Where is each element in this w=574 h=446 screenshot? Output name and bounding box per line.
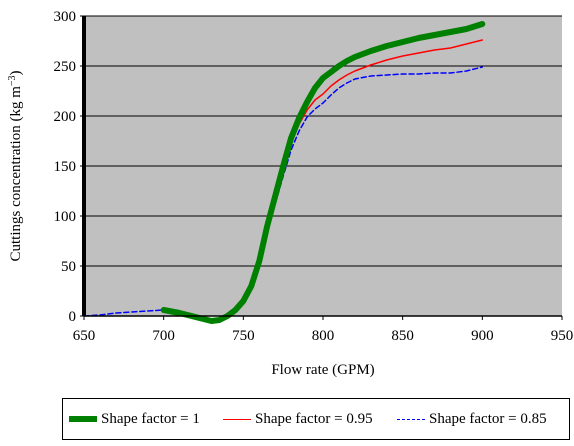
legend-item-shape-factor-1: Shape factor = 1 [69, 409, 200, 429]
legend-label: Shape factor = 0.85 [429, 410, 547, 427]
x-tick-label-750: 750 [232, 328, 255, 344]
legend-label: Shape factor = 0.95 [255, 410, 373, 427]
y-axis-title-main: Cuttings concentration (kg m [8, 86, 24, 262]
x-tick-label-850: 850 [391, 328, 414, 344]
y-tick-label-250: 250 [54, 59, 77, 75]
tick-labels: 0 50 100 150 200 250 300 650 700 750 800 850 900 950 [54, 9, 574, 344]
y-tick-label-100: 100 [54, 209, 77, 225]
y-axis-title: Cuttings concentration (kg m−3) [7, 70, 25, 261]
gridlines [84, 15, 562, 267]
series-lines [83, 21, 486, 324]
y-tick-label-0: 0 [69, 309, 77, 325]
y-tick-label-300: 300 [54, 9, 77, 25]
x-tick-label-900: 900 [471, 328, 494, 344]
legend-swatch-red [223, 418, 251, 420]
legend-swatch-thick-green [69, 416, 97, 422]
y-tick-label-150: 150 [54, 159, 77, 175]
x-axis-title: Flow rate (GPM) [271, 362, 374, 378]
y-tick-label-50: 50 [61, 259, 76, 275]
x-tick-label-700: 700 [152, 328, 175, 344]
x-tick-label-950: 950 [551, 328, 574, 344]
legend: Shape factor = 1 Shape factor = 0.95 Sha… [62, 398, 570, 440]
legend-item-shape-factor-095: Shape factor = 0.95 [223, 409, 373, 429]
x-tick-label-800: 800 [312, 328, 335, 344]
y-axis-title-close: ) [8, 70, 24, 75]
y-tick-label-200: 200 [54, 109, 77, 125]
legend-label: Shape factor = 1 [101, 410, 200, 427]
series-line-1 [160, 21, 486, 324]
x-tick-label-650: 650 [73, 328, 96, 344]
legend-swatch-blue-dashed [397, 418, 425, 420]
legend-item-shape-factor-085: Shape factor = 0.85 [397, 409, 547, 429]
y-axis-title-exponent: −3 [7, 75, 18, 86]
